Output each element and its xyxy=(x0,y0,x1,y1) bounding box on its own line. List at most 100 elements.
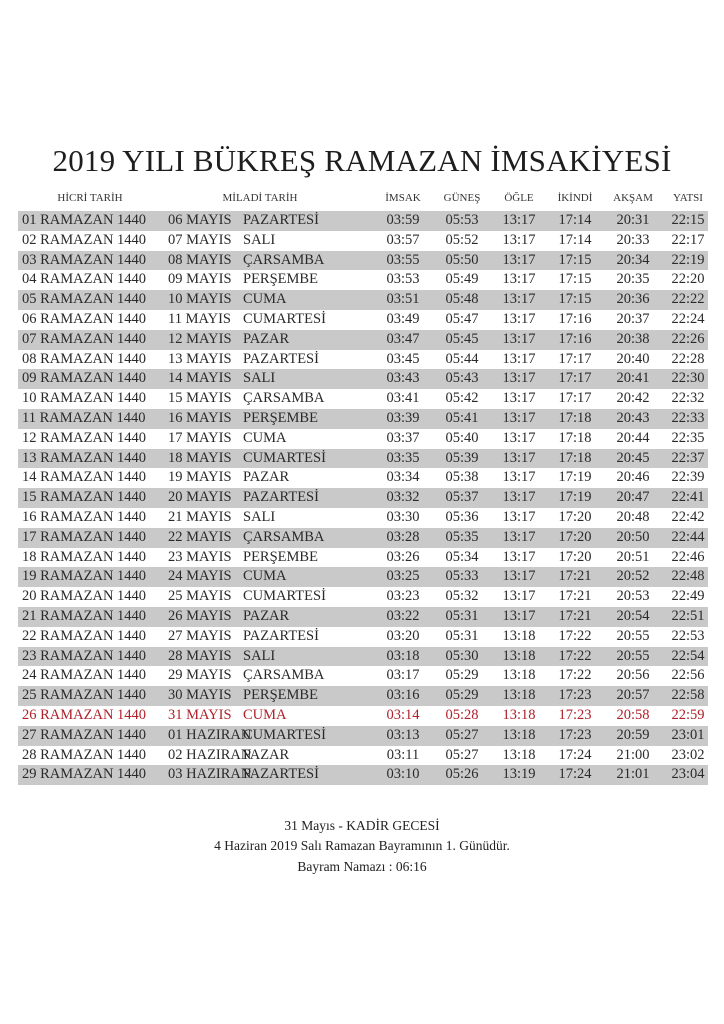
miladi-date: 30 MAYIS xyxy=(168,687,232,704)
ogle-time: 13:18 xyxy=(502,647,536,664)
gunes-time: 05:41 xyxy=(445,409,479,426)
ikindi-time: 17:22 xyxy=(558,667,592,684)
yatsi-time: 22:35 xyxy=(671,429,705,446)
weekday: CUMARTESİ xyxy=(243,310,326,327)
hicri-date: 17 RAMAZAN 1440 xyxy=(22,528,147,545)
imsak-time: 03:34 xyxy=(386,469,420,486)
table-row: 07 RAMAZAN 1440 12 MAYIS PAZAR 03:47 05:45 13… xyxy=(18,329,708,350)
imsak-time: 03:10 xyxy=(386,766,420,783)
ikindi-time: 17:16 xyxy=(558,310,592,327)
hicri-date: 13 RAMAZAN 1440 xyxy=(22,449,147,466)
miladi-date: 20 MAYIS xyxy=(168,489,232,506)
header-ikindi: İKİNDİ xyxy=(557,192,593,204)
imsak-time: 03:35 xyxy=(386,449,420,466)
aksam-time: 20:42 xyxy=(616,390,650,407)
ogle-time: 13:17 xyxy=(502,330,536,347)
hicri-date: 10 RAMAZAN 1440 xyxy=(22,390,147,407)
yatsi-time: 22:58 xyxy=(671,687,705,704)
miladi-date: 22 MAYIS xyxy=(168,528,232,545)
gunes-time: 05:32 xyxy=(445,588,479,605)
hicri-date: 20 RAMAZAN 1440 xyxy=(22,588,147,605)
weekday: PAZARTESİ xyxy=(243,350,319,367)
table-row: 23 RAMAZAN 1440 28 MAYIS SALI 03:18 05:30 13:… xyxy=(18,646,708,667)
ikindi-time: 17:24 xyxy=(558,746,592,763)
hicri-date: 14 RAMAZAN 1440 xyxy=(22,469,147,486)
miladi-date: 11 MAYIS xyxy=(168,310,231,327)
ikindi-time: 17:17 xyxy=(558,350,592,367)
aksam-time: 20:58 xyxy=(616,706,650,723)
weekday: SALI xyxy=(243,370,276,387)
table-row: 28 RAMAZAN 1440 02 HAZIRAN PAZAR 03:11 05:27… xyxy=(18,746,708,766)
weekday: ÇARSAMBA xyxy=(243,390,325,407)
aksam-time: 20:51 xyxy=(616,548,650,565)
gunes-time: 05:36 xyxy=(445,508,479,525)
gunes-time: 05:48 xyxy=(445,291,479,308)
yatsi-time: 22:28 xyxy=(671,350,705,367)
imsak-time: 03:57 xyxy=(386,231,420,248)
ogle-time: 13:17 xyxy=(502,429,536,446)
aksam-time: 20:40 xyxy=(616,350,650,367)
ogle-time: 13:17 xyxy=(502,528,536,545)
hicri-date: 29 RAMAZAN 1440 xyxy=(22,766,147,783)
gunes-time: 05:28 xyxy=(445,706,479,723)
hicri-date: 06 RAMAZAN 1440 xyxy=(22,310,147,327)
table-row: 15 RAMAZAN 1440 20 MAYIS PAZARTESİ 03:32 05:… xyxy=(18,488,708,508)
table-row: 18 RAMAZAN 1440 23 MAYIS PERŞEMBE 03:26 05:3… xyxy=(18,548,708,568)
imsak-time: 03:23 xyxy=(386,588,420,605)
table-row: 14 RAMAZAN 1440 19 MAYIS PAZAR 03:34 05:38 13… xyxy=(18,468,708,488)
aksam-time: 20:59 xyxy=(616,726,650,743)
imsak-time: 03:37 xyxy=(386,429,420,446)
hicri-date: 02 RAMAZAN 1440 xyxy=(22,231,147,248)
gunes-time: 05:38 xyxy=(445,469,479,486)
yatsi-time: 22:30 xyxy=(671,370,705,387)
table-row: 10 RAMAZAN 1440 15 MAYIS ÇARSAMBA 03:41 05:4… xyxy=(18,389,708,409)
yatsi-time: 22:20 xyxy=(671,271,705,288)
aksam-time: 20:45 xyxy=(616,449,650,466)
miladi-date: 06 MAYIS xyxy=(168,212,232,228)
miladi-date: 13 MAYIS xyxy=(168,350,232,367)
yatsi-time: 22:15 xyxy=(671,212,705,228)
ogle-time: 13:18 xyxy=(502,667,536,684)
ikindi-time: 17:20 xyxy=(558,508,592,525)
header-miladi: MİLADİ TARİH xyxy=(222,192,298,204)
ogle-time: 13:17 xyxy=(502,409,536,426)
weekday: PAZARTESİ xyxy=(243,766,319,783)
aksam-time: 20:44 xyxy=(616,429,650,446)
ikindi-time: 17:14 xyxy=(558,231,592,248)
yatsi-time: 22:22 xyxy=(671,291,705,308)
imsak-time: 03:11 xyxy=(386,746,420,763)
weekday: PAZARTESİ xyxy=(243,627,319,644)
yatsi-time: 23:04 xyxy=(671,766,705,783)
aksam-time: 21:00 xyxy=(616,746,650,763)
yatsi-time: 22:51 xyxy=(671,607,705,624)
aksam-time: 21:01 xyxy=(616,766,650,783)
imsak-time: 03:13 xyxy=(386,726,420,743)
gunes-time: 05:42 xyxy=(445,390,479,407)
hicri-date: 28 RAMAZAN 1440 xyxy=(22,746,147,763)
miladi-date: 15 MAYIS xyxy=(168,390,232,407)
gunes-time: 05:37 xyxy=(445,489,479,506)
table-row: 03 RAMAZAN 1440 08 MAYIS ÇARSAMBA 03:55 05:5… xyxy=(18,250,708,271)
miladi-date: 18 MAYIS xyxy=(168,449,232,466)
gunes-time: 05:29 xyxy=(445,687,479,704)
imsak-time: 03:53 xyxy=(386,271,420,288)
ikindi-time: 17:19 xyxy=(558,489,592,506)
table-row: 21 RAMAZAN 1440 26 MAYIS PAZAR 03:22 05:31 13… xyxy=(18,606,708,627)
table-row: 08 RAMAZAN 1440 13 MAYIS PAZARTESİ 03:45 05:… xyxy=(18,350,708,370)
hicri-date: 07 RAMAZAN 1440 xyxy=(22,330,147,347)
yatsi-time: 23:01 xyxy=(671,726,705,743)
hicri-date: 25 RAMAZAN 1440 xyxy=(22,687,147,704)
table-row: 24 RAMAZAN 1440 29 MAYIS ÇARSAMBA 03:17 05:2… xyxy=(18,666,708,686)
weekday: PAZAR xyxy=(243,330,290,347)
ikindi-time: 17:18 xyxy=(558,449,592,466)
ikindi-time: 17:21 xyxy=(558,568,592,585)
table-row: 13 RAMAZAN 1440 18 MAYIS CUMARTESİ 03:35 05:… xyxy=(18,448,708,469)
ikindi-time: 17:23 xyxy=(558,687,592,704)
weekday: PAZARTESİ xyxy=(243,212,319,228)
gunes-time: 05:27 xyxy=(445,726,479,743)
weekday: SALI xyxy=(243,647,276,664)
header-imsak: İMSAK xyxy=(385,192,421,204)
header-gunes: GÜNEŞ xyxy=(443,192,481,204)
hicri-date: 21 RAMAZAN 1440 xyxy=(22,607,147,624)
ikindi-time: 17:20 xyxy=(558,548,592,565)
